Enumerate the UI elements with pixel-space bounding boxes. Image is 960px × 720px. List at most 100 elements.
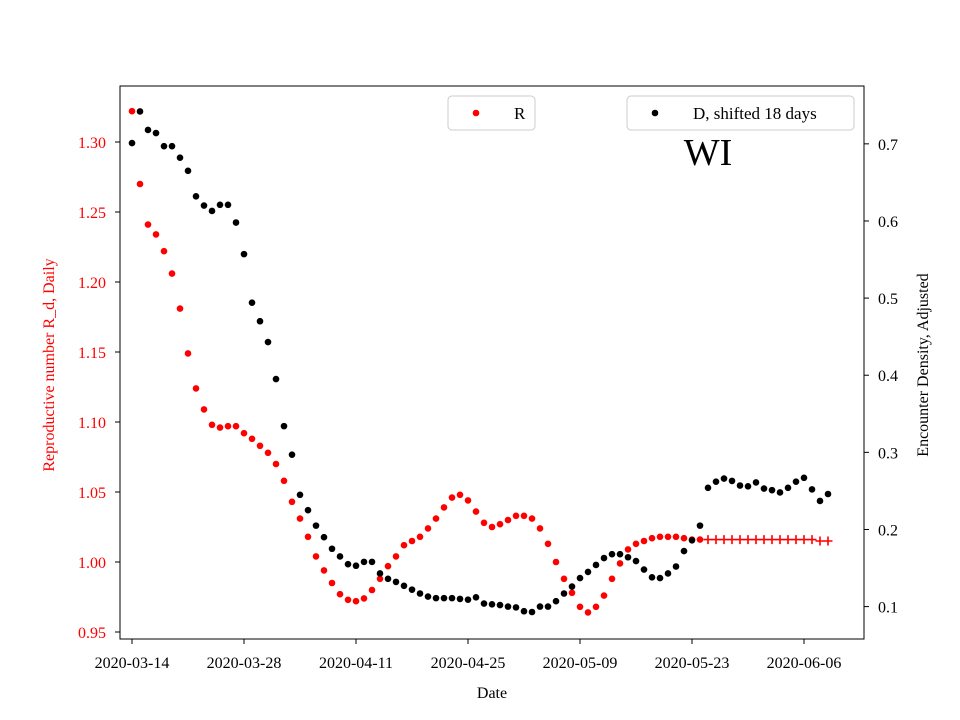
d-shifted-18-days-point bbox=[536, 603, 544, 610]
y-right-tick-label: 0.3 bbox=[878, 445, 898, 462]
d-shifted-18-days-point bbox=[736, 482, 744, 489]
r-point bbox=[472, 508, 480, 515]
r-point bbox=[416, 533, 424, 541]
d-shifted-18-days-point bbox=[680, 547, 688, 555]
r-point bbox=[624, 546, 632, 553]
legend-d-label: D, shifted 18 days bbox=[693, 104, 817, 123]
d-shifted-18-days-point bbox=[216, 201, 224, 209]
r-point bbox=[448, 494, 456, 501]
y-left-tick-label: 1.05 bbox=[78, 485, 106, 502]
r-forecast-point bbox=[823, 536, 833, 546]
d-shifted-18-days-point bbox=[312, 522, 320, 529]
d-shifted-18-days-point bbox=[320, 533, 328, 541]
r-forecast-point bbox=[703, 535, 713, 545]
r-point bbox=[568, 589, 576, 597]
r-point bbox=[392, 553, 400, 560]
r-forecast-point bbox=[791, 535, 801, 545]
d-shifted-18-days-point bbox=[552, 597, 560, 605]
d-shifted-18-days-point bbox=[280, 422, 288, 430]
d-shifted-18-days-point bbox=[712, 478, 720, 485]
r-point bbox=[456, 491, 464, 499]
d-shifted-18-days-point bbox=[520, 607, 528, 615]
d-shifted-18-days-point bbox=[560, 590, 568, 597]
r-point bbox=[376, 575, 384, 583]
d-shifted-18-days-point bbox=[288, 451, 296, 458]
d-shifted-18-days-point bbox=[784, 484, 792, 492]
r-point bbox=[360, 595, 368, 602]
r-point bbox=[528, 515, 536, 522]
r-point bbox=[344, 596, 352, 604]
r-point bbox=[336, 590, 344, 598]
d-shifted-18-days-point bbox=[376, 570, 384, 577]
r-point bbox=[696, 536, 704, 543]
legend-r-marker bbox=[472, 109, 480, 117]
r-point bbox=[176, 305, 184, 312]
r-point bbox=[400, 541, 408, 549]
r-point bbox=[608, 575, 616, 583]
d-shifted-18-days-point bbox=[264, 338, 272, 346]
d-shifted-18-days-point bbox=[512, 604, 520, 611]
d-shifted-18-days-point bbox=[544, 603, 552, 610]
y-right-tick-label: 0.1 bbox=[878, 600, 898, 617]
d-shifted-18-days-point bbox=[696, 522, 704, 529]
x-tick-label: 2020-04-11 bbox=[319, 655, 393, 672]
x-tick-label: 2020-06-06 bbox=[767, 655, 842, 672]
y-left-tick-label: 1.00 bbox=[78, 555, 106, 572]
d-shifted-18-days-point bbox=[384, 575, 392, 583]
r-point bbox=[672, 533, 680, 541]
r-point bbox=[352, 597, 360, 605]
d-shifted-18-days-point bbox=[344, 560, 352, 568]
plot-frame bbox=[119, 85, 865, 640]
d-shifted-18-days-point bbox=[128, 139, 136, 147]
r-point bbox=[368, 586, 376, 594]
x-axis: 2020-03-14 2020-03-28 2020-04-11 2020-04-25… bbox=[95, 639, 842, 672]
r-point bbox=[288, 498, 296, 506]
d-shifted-18-days-point bbox=[360, 558, 368, 566]
r-point bbox=[136, 180, 144, 188]
y-left-tick-label: 0.95 bbox=[78, 625, 106, 642]
d-shifted-18-days-point bbox=[472, 594, 480, 601]
x-tick-label: 2020-03-28 bbox=[207, 655, 282, 672]
r-point bbox=[480, 519, 488, 527]
r-point bbox=[384, 562, 392, 570]
r-forecast-point bbox=[735, 535, 745, 545]
d-shifted-18-days-point bbox=[528, 608, 536, 616]
d-shifted-18-days-point bbox=[448, 594, 456, 602]
d-shifted-18-days-point bbox=[408, 586, 416, 593]
r-point bbox=[256, 442, 264, 450]
y-axis-right: 0.1 0.2 0.3 0.4 0.5 0.6 0.7 bbox=[864, 137, 898, 617]
d-shifted-18-days-point bbox=[192, 192, 200, 200]
r-point bbox=[520, 512, 528, 520]
d-shifted-18-days-point bbox=[464, 596, 472, 603]
r-point bbox=[600, 592, 608, 599]
r-point bbox=[440, 504, 448, 511]
r-point bbox=[560, 575, 568, 583]
r-forecast-point bbox=[815, 536, 825, 546]
y-left-tick-label: 1.25 bbox=[78, 205, 106, 222]
y-left-tick-label: 1.30 bbox=[78, 135, 106, 152]
y-left-tick-label: 1.20 bbox=[78, 275, 106, 292]
y-right-tick-label: 0.6 bbox=[878, 214, 898, 231]
r-point bbox=[160, 247, 168, 255]
d-shifted-18-days-point bbox=[424, 593, 432, 600]
d-shifted-18-days-point bbox=[232, 219, 240, 226]
d-shifted-18-days-point bbox=[720, 475, 728, 482]
d-shifted-18-days-point bbox=[576, 574, 584, 582]
r-point bbox=[632, 540, 640, 548]
d-shifted-18-days-point bbox=[152, 129, 160, 137]
r-point bbox=[648, 534, 656, 542]
d-shifted-18-days-point bbox=[256, 317, 264, 325]
r-point bbox=[304, 533, 312, 541]
r-point bbox=[464, 497, 472, 504]
d-shifted-18-days-point bbox=[168, 142, 176, 150]
r-point bbox=[280, 477, 288, 485]
d-shifted-18-days-point bbox=[136, 108, 144, 115]
legend-d-box bbox=[626, 95, 855, 131]
r-point bbox=[192, 385, 200, 392]
d-shifted-18-days-point bbox=[488, 600, 496, 608]
r-point bbox=[128, 107, 136, 115]
r-point bbox=[496, 520, 504, 528]
d-shifted-18-days-point bbox=[440, 594, 448, 602]
d-shifted-18-days-point bbox=[200, 202, 208, 209]
d-shifted-18-days-point bbox=[640, 566, 648, 573]
